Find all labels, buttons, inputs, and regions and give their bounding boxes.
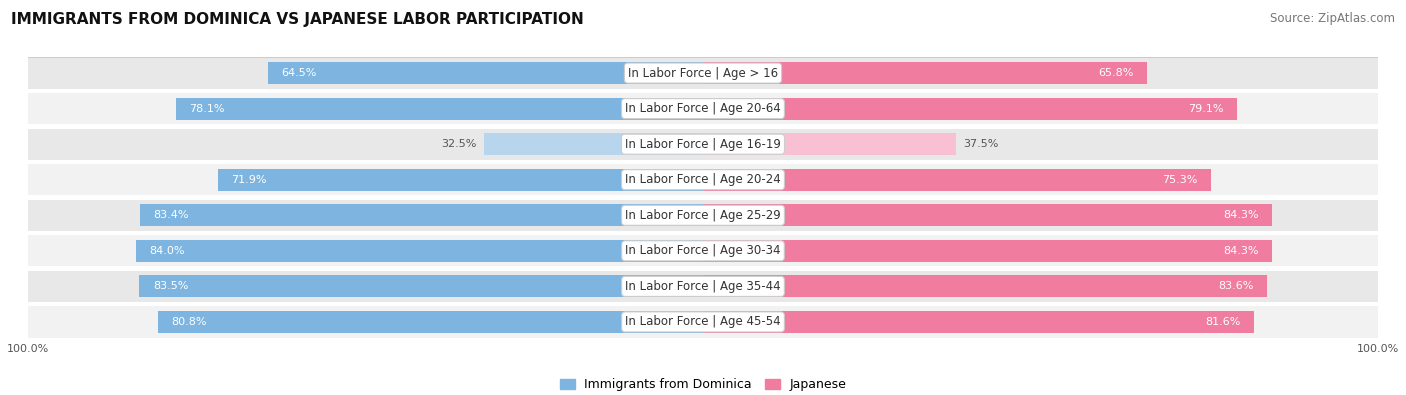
Bar (703, 275, 1267, 297)
Bar (28, 235, 1378, 267)
Bar (28, 306, 1378, 338)
Bar (28, 128, 1378, 160)
Bar (703, 133, 956, 155)
Bar (218, 169, 703, 191)
Bar (703, 62, 1147, 84)
Bar (703, 240, 1272, 262)
Bar (28, 271, 1378, 302)
Text: In Labor Force | Age 20-24: In Labor Force | Age 20-24 (626, 173, 780, 186)
Bar (703, 169, 1211, 191)
Bar (136, 240, 703, 262)
Text: 83.4%: 83.4% (153, 210, 190, 220)
Text: 37.5%: 37.5% (963, 139, 998, 149)
Text: 78.1%: 78.1% (190, 103, 225, 114)
Text: 84.3%: 84.3% (1223, 210, 1258, 220)
Text: 83.6%: 83.6% (1219, 281, 1254, 292)
Text: 71.9%: 71.9% (231, 175, 267, 185)
Bar (267, 62, 703, 84)
Text: 80.8%: 80.8% (172, 317, 207, 327)
Text: In Labor Force | Age 45-54: In Labor Force | Age 45-54 (626, 316, 780, 328)
Text: In Labor Force | Age 35-44: In Labor Force | Age 35-44 (626, 280, 780, 293)
Legend: Immigrants from Dominica, Japanese: Immigrants from Dominica, Japanese (554, 373, 852, 395)
Bar (28, 199, 1378, 231)
Bar (484, 133, 703, 155)
Text: In Labor Force | Age 25-29: In Labor Force | Age 25-29 (626, 209, 780, 222)
Text: In Labor Force | Age 30-34: In Labor Force | Age 30-34 (626, 245, 780, 257)
Bar (28, 93, 1378, 124)
Text: IMMIGRANTS FROM DOMINICA VS JAPANESE LABOR PARTICIPATION: IMMIGRANTS FROM DOMINICA VS JAPANESE LAB… (11, 12, 583, 27)
Text: 65.8%: 65.8% (1098, 68, 1133, 78)
Bar (157, 311, 703, 333)
Text: In Labor Force | Age > 16: In Labor Force | Age > 16 (628, 67, 778, 79)
Bar (176, 98, 703, 120)
Text: 81.6%: 81.6% (1205, 317, 1240, 327)
Text: 75.3%: 75.3% (1163, 175, 1198, 185)
Text: 84.3%: 84.3% (1223, 246, 1258, 256)
Text: In Labor Force | Age 16-19: In Labor Force | Age 16-19 (626, 138, 780, 150)
Bar (703, 98, 1237, 120)
Text: 64.5%: 64.5% (281, 68, 316, 78)
Bar (703, 311, 1254, 333)
Bar (28, 164, 1378, 196)
Text: Source: ZipAtlas.com: Source: ZipAtlas.com (1270, 12, 1395, 25)
Text: 32.5%: 32.5% (441, 139, 477, 149)
Text: 84.0%: 84.0% (149, 246, 186, 256)
Bar (28, 57, 1378, 89)
Text: 79.1%: 79.1% (1188, 103, 1223, 114)
Text: In Labor Force | Age 20-64: In Labor Force | Age 20-64 (626, 102, 780, 115)
Text: 83.5%: 83.5% (153, 281, 188, 292)
Bar (703, 204, 1272, 226)
Bar (139, 275, 703, 297)
Bar (141, 204, 703, 226)
